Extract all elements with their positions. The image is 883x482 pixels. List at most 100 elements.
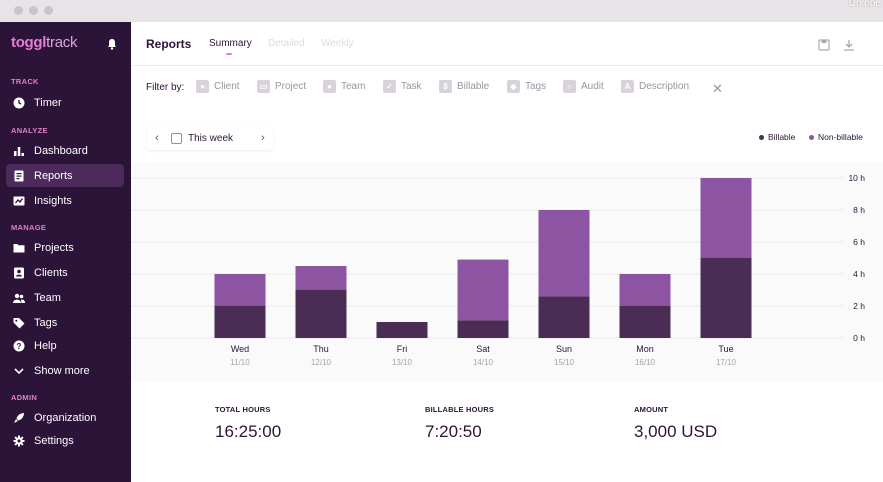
filter-billable-label: Billable — [457, 81, 490, 92]
corner-text: Do obe — [848, 0, 881, 9]
filter-label: Filter by: — [146, 82, 185, 93]
bar-chart: 0 h 2 h 4 h 6 h 8 h 10 h Wed 11/10 Thu 12/10 Fri 13… — [131, 173, 865, 367]
team-icon — [12, 291, 25, 304]
logo-brand: toggl — [11, 34, 47, 51]
svg-text:?: ? — [16, 342, 21, 351]
section-track: TRACK — [11, 77, 39, 86]
filter-client[interactable]: ● Client — [196, 80, 240, 93]
x-tick-label: Mon — [636, 344, 654, 354]
section-manage: MANAGE — [11, 223, 47, 232]
previous-week-button[interactable]: ‹ — [155, 132, 159, 144]
x-tick-date: 11/10 — [230, 358, 250, 367]
legend-billable-swatch — [759, 134, 764, 140]
legend-nonbillable-swatch — [809, 134, 814, 140]
sidebar-item-label: Show more — [34, 364, 90, 377]
bar-nonbillable — [538, 210, 590, 297]
filter-description[interactable]: A Description — [621, 80, 689, 93]
filter-client-label: Client — [214, 81, 240, 92]
tab-detailed[interactable]: Detailed — [268, 38, 305, 49]
filter-tags-label: Tags — [525, 81, 547, 92]
sidebar-item-label: Dashboard — [34, 144, 88, 157]
sidebar-item-label: Projects — [34, 241, 74, 254]
sidebar-item-timer[interactable]: Timer — [6, 91, 124, 114]
filter-description-label: Description — [639, 81, 690, 92]
hours-chart: 0 h 2 h 4 h 6 h 8 h 10 h Wed 11/10 Thu 12/10 Fri 13… — [131, 162, 883, 382]
bar-billable — [295, 290, 347, 338]
dollar-icon: $ — [439, 80, 452, 93]
title-bar: Do obe — [0, 0, 883, 22]
y-tick-label: 10 h — [848, 173, 865, 183]
x-tick-date: 17/10 — [716, 358, 737, 367]
y-tick-label: 4 h — [853, 269, 865, 279]
x-tick-label: Sun — [556, 344, 572, 354]
sidebar-item-label: Settings — [34, 434, 74, 447]
sidebar-item-projects[interactable]: Projects — [6, 236, 124, 259]
sidebar-item-label: Insights — [34, 194, 72, 207]
clear-filters-button[interactable]: ✕ — [712, 81, 723, 96]
sidebar-item-label: Timer — [34, 96, 62, 109]
bar-nonbillable — [700, 178, 752, 258]
calendar-icon — [171, 132, 182, 144]
sidebar-item-label: Reports — [34, 169, 73, 182]
bar-billable — [214, 306, 266, 338]
filter-tags[interactable]: ◆ Tags — [507, 80, 546, 93]
sidebar-item-reports[interactable]: Reports — [6, 164, 124, 187]
document-icon — [12, 169, 25, 182]
legend-billable-label: Billable — [768, 132, 796, 142]
legend-billable: Billable — [759, 132, 795, 142]
x-tick-label: Thu — [313, 344, 329, 354]
amount-label: AMOUNT — [634, 405, 669, 414]
sidebar-item-dashboard[interactable]: Dashboard — [6, 139, 124, 162]
bar-chart-icon — [12, 144, 25, 157]
client-icon: ● — [196, 80, 209, 93]
tag-icon: ◆ — [507, 80, 520, 93]
sidebar-item-insights[interactable]: Insights — [6, 189, 124, 212]
sidebar-item-help[interactable]: ? Help — [6, 334, 124, 357]
sidebar-item-tags[interactable]: Tags — [6, 311, 124, 334]
sidebar-item-settings[interactable]: Settings — [6, 429, 124, 452]
sidebar-item-organization[interactable]: Organization — [6, 406, 124, 429]
sidebar-item-show-more[interactable]: Show more — [6, 359, 124, 382]
minimize-window-button[interactable] — [29, 6, 38, 15]
y-tick-label: 2 h — [853, 301, 865, 311]
date-range-label[interactable]: This week — [188, 132, 234, 144]
clock-icon — [12, 96, 25, 109]
filter-audit[interactable]: ○ Audit — [563, 80, 604, 93]
sidebar: toggltrack TRACK Timer ANALYZE Dashboard… — [0, 22, 131, 482]
next-week-button[interactable]: › — [261, 132, 265, 144]
text-icon: A — [621, 80, 634, 93]
legend-nonbillable: Non-billable — [809, 132, 863, 142]
x-tick-label: Fri — [397, 344, 408, 354]
bar-billable — [700, 258, 752, 338]
legend-nonbillable-label: Non-billable — [818, 132, 863, 142]
filter-task[interactable]: ✓ Task — [383, 80, 422, 93]
filter-task-label: Task — [401, 81, 422, 92]
folder-icon: ▭ — [257, 80, 270, 93]
tab-summary[interactable]: Summary — [209, 38, 252, 49]
sidebar-item-label: Organization — [34, 411, 97, 424]
total-hours-value: 16:25:00 — [215, 422, 282, 441]
close-window-button[interactable] — [14, 6, 23, 15]
x-tick-date: 16/10 — [635, 358, 656, 367]
filter-project[interactable]: ▭ Project — [257, 80, 306, 93]
gear-icon — [12, 434, 25, 447]
sidebar-item-label: Help — [34, 339, 57, 352]
tab-weekly[interactable]: Weekly — [321, 38, 354, 49]
folder-icon — [12, 241, 25, 254]
sidebar-item-team[interactable]: Team — [6, 286, 124, 309]
logo-product: track — [46, 34, 78, 51]
amount-value: 3,000 USD — [634, 422, 718, 441]
filter-billable[interactable]: $ Billable — [439, 80, 489, 93]
filter-team[interactable]: ● Team — [323, 80, 365, 93]
save-icon[interactable] — [818, 39, 830, 51]
logo[interactable]: toggltrack — [11, 34, 77, 51]
page-title: Reports — [146, 37, 192, 51]
sidebar-item-clients[interactable]: Clients — [6, 261, 124, 284]
report-header: Reports Summary Detailed Weekly — [131, 22, 883, 66]
bar-billable — [376, 322, 428, 338]
download-icon[interactable] — [843, 39, 855, 51]
insights-icon — [12, 194, 25, 207]
maximize-window-button[interactable] — [44, 6, 53, 15]
bell-icon[interactable] — [106, 38, 118, 50]
